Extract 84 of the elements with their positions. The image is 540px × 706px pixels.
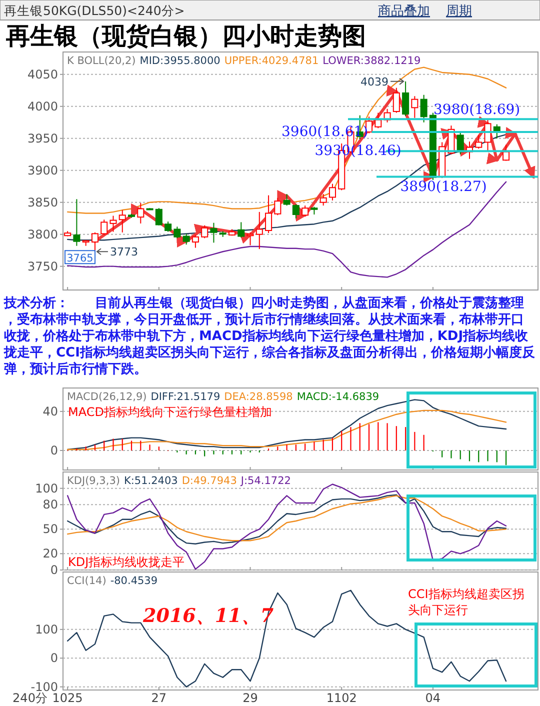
candlestick bbox=[110, 215, 117, 232]
y-tick-label: 0 bbox=[50, 651, 58, 666]
candlestick bbox=[238, 222, 245, 238]
y-tick-label: 4000 bbox=[27, 99, 58, 114]
x-tick-label: 27 bbox=[151, 691, 167, 705]
annotation: CCI指标均线超卖区拐头向下运行 bbox=[408, 587, 524, 617]
annotation: 3765 bbox=[66, 252, 94, 265]
candlestick bbox=[155, 208, 162, 226]
legend-title: MACD(26,12,9) bbox=[67, 391, 147, 403]
annotation: 3773 bbox=[110, 246, 138, 259]
legend-title: KDJ(9,3,3) bbox=[67, 475, 120, 487]
y-tick-label: 0 bbox=[50, 563, 58, 577]
y-tick-label: 0 bbox=[50, 443, 58, 458]
candlestick bbox=[420, 94, 428, 123]
candlestick bbox=[328, 183, 336, 201]
candlestick bbox=[456, 131, 464, 155]
text: 周期 bbox=[446, 4, 472, 19]
annotation: MACD指标均线向下运行绿色量柱增加 bbox=[68, 405, 272, 419]
candlestick bbox=[73, 198, 80, 246]
candlestick bbox=[137, 202, 144, 224]
candlestick bbox=[210, 222, 218, 244]
candlestick bbox=[292, 204, 300, 219]
candlestick bbox=[374, 112, 382, 129]
y-tick-label: -100 bbox=[30, 680, 58, 694]
ref-line-label: 3980(18.69) bbox=[434, 102, 520, 118]
x-tick-label: 1102 bbox=[326, 691, 357, 705]
y-tick-label: 100 bbox=[35, 481, 58, 496]
candlestick bbox=[201, 224, 208, 239]
candlestick bbox=[274, 197, 282, 216]
text: 技术分析： 目前从再生银（现货白银）四小时走势图，从盘面来看，价格处于震荡整理，受布林带中轨支撑，今日开盘低开，预计后市行情继续回落。从技术面来看，布林带开口收拢，价格处于布林带中轨下方，MACD指标均线向下运行绿色量柱增加，KDJ指标均线收拢走平，CCI指标均线超卖区拐头向下运行，综合各指标及盘面分析得出，价格短期小幅度反弹，预计后市行情下跌。 bbox=[3, 295, 536, 377]
candlestick bbox=[365, 116, 373, 134]
candlestick bbox=[475, 134, 482, 150]
candlestick bbox=[265, 194, 272, 234]
y-tick-label: 20 bbox=[42, 546, 58, 561]
x-tick-label: 1025 bbox=[52, 691, 83, 705]
candlestick bbox=[192, 234, 199, 248]
candlestick bbox=[246, 232, 254, 246]
candlestick bbox=[302, 205, 309, 216]
y-tick-label: 4050 bbox=[27, 67, 58, 82]
series-label: J:54.1722 bbox=[240, 475, 291, 487]
candlestick bbox=[320, 194, 327, 206]
y-tick-label: 80 bbox=[42, 498, 58, 512]
chart-title: 再生银（现货白银）四小时走势图 bbox=[5, 21, 366, 50]
candlestick bbox=[256, 211, 263, 250]
text: DIFF:21.5179 bbox=[150, 391, 220, 403]
x-tick-label: 04 bbox=[425, 691, 441, 705]
y-tick-label: 3850 bbox=[27, 195, 58, 210]
y-tick-label: 3750 bbox=[27, 259, 58, 274]
annotation: KDJ指标均线收拢走平 bbox=[68, 555, 185, 569]
text: DEA:28.8598 bbox=[224, 391, 293, 403]
legend-title: CCI(14) bbox=[67, 575, 106, 587]
candlestick bbox=[411, 96, 418, 118]
y-tick-label: 3900 bbox=[27, 163, 58, 178]
candlestick bbox=[100, 219, 108, 236]
text: 商品叠加 bbox=[378, 4, 430, 19]
x-axis-title: 240分 bbox=[12, 691, 48, 705]
candlestick bbox=[502, 144, 510, 162]
text: D:49.7943 bbox=[182, 475, 237, 487]
annotation: 4039 bbox=[360, 75, 389, 88]
candlestick bbox=[174, 226, 181, 239]
y-tick-label: 40 bbox=[42, 404, 58, 418]
candlestick bbox=[182, 233, 190, 246]
text: -80.4539 bbox=[110, 575, 158, 587]
ref-line-label: 3890(18.27) bbox=[400, 178, 487, 195]
candlestick bbox=[493, 124, 500, 139]
candlestick bbox=[402, 80, 410, 116]
series-label: MACD:-14.6839 bbox=[296, 391, 380, 403]
line-series bbox=[66, 181, 507, 278]
candlestick bbox=[164, 221, 172, 232]
text: K:51.2403 bbox=[124, 475, 178, 487]
legend-title: K BOLL(20,2) bbox=[67, 55, 136, 67]
x-tick-label: 29 bbox=[242, 691, 258, 705]
y-tick-label: 3800 bbox=[27, 227, 58, 242]
y-tick-label: 50 bbox=[42, 522, 58, 536]
y-tick-label: 100 bbox=[35, 622, 58, 636]
y-tick-label: 3950 bbox=[27, 131, 58, 146]
candlestick bbox=[392, 87, 400, 114]
chart-subtitle: 再生银50KG(DLS50)<240分> bbox=[4, 3, 185, 18]
text: MID:3955.8000 bbox=[140, 55, 220, 67]
text: LOWER:3882.1219 bbox=[322, 55, 421, 67]
candlestick bbox=[118, 210, 126, 233]
candlestick bbox=[283, 194, 290, 206]
text: UPPER:4029.4781 bbox=[224, 55, 319, 67]
candlestick bbox=[484, 118, 492, 152]
